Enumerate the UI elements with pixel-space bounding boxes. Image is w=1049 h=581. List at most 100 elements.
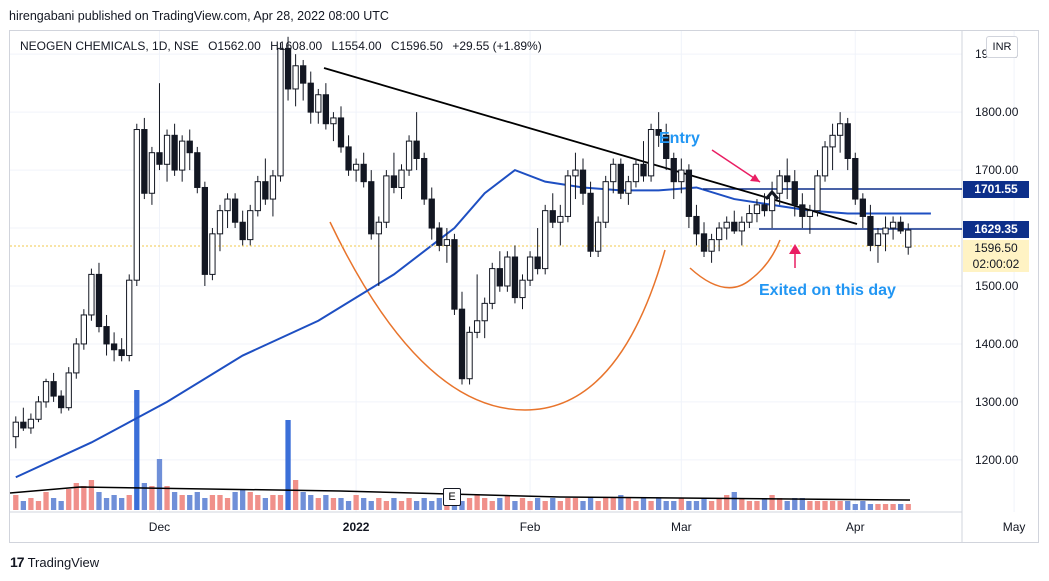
time-axis-label: Feb	[520, 520, 541, 534]
volume-bar	[300, 492, 306, 510]
candle-body	[35, 401, 42, 420]
resistance-price-tag[interactable]: 1701.55	[963, 181, 1029, 198]
volume-bar	[807, 501, 813, 510]
volume-bar	[489, 501, 495, 510]
candle-body	[852, 157, 859, 200]
candle-body	[262, 181, 269, 200]
volume-bar	[625, 498, 632, 510]
volume-bar	[126, 495, 132, 510]
volume-bar	[686, 501, 692, 510]
volume-bar	[572, 498, 579, 510]
volume-bar	[376, 498, 382, 510]
volume-bar	[383, 501, 390, 510]
volume-bar	[678, 498, 684, 510]
candle-body	[201, 186, 209, 275]
volume-bar	[391, 498, 397, 510]
candle-body	[58, 395, 65, 409]
volume-bar	[829, 501, 836, 510]
bar-countdown: 02:00:02	[972, 257, 1020, 271]
volume-bar	[898, 504, 904, 510]
candle-body	[579, 169, 587, 194]
volume-bar	[255, 495, 261, 510]
volume-bar	[784, 501, 790, 510]
candle-body	[12, 421, 19, 438]
candle-body	[814, 175, 821, 212]
breakout-arrow-icon	[764, 189, 780, 200]
volume-bar	[519, 498, 526, 510]
candle-body	[50, 381, 57, 397]
volume-bar	[663, 501, 669, 510]
support-price-tag[interactable]: 1629.35	[963, 221, 1029, 238]
candle-body	[564, 175, 572, 217]
volume-bar	[361, 498, 367, 510]
candle-body	[602, 181, 609, 223]
exit-annotation: Exited on this day	[759, 282, 896, 299]
candle-body	[428, 198, 435, 229]
candle-body	[655, 129, 662, 136]
candle-body	[670, 157, 677, 183]
candle-body	[20, 421, 27, 429]
volume-bar	[867, 504, 874, 510]
candle-body	[867, 215, 874, 246]
candle-body	[610, 163, 617, 183]
volume-bar	[504, 495, 511, 510]
volume-bar	[141, 483, 147, 510]
change-value: +29.55 (+1.89%)	[452, 39, 542, 53]
volume-bar	[224, 498, 231, 510]
volume-bar	[353, 495, 359, 510]
time-axis[interactable]: Dec 2022 Feb Mar Apr May	[149, 520, 1026, 534]
volume-bar	[421, 498, 427, 510]
time-axis-label: May	[1003, 520, 1026, 534]
price-axis-label: 1300.00	[975, 395, 1019, 409]
volume-bar	[655, 498, 662, 510]
candle-body	[526, 256, 534, 281]
candle-body	[821, 146, 829, 177]
candle-body	[398, 169, 405, 188]
chart-frame[interactable]	[9, 30, 1039, 543]
candle-body	[897, 221, 904, 232]
currency-button[interactable]: INR	[986, 36, 1018, 58]
candlesticks	[12, 36, 912, 449]
exit-arrow	[789, 244, 801, 268]
candle-body	[413, 140, 420, 159]
candle-body	[300, 65, 307, 84]
events-button[interactable]: E	[443, 488, 461, 506]
candle-body	[315, 94, 322, 113]
volume-bar	[580, 501, 586, 510]
volume-bar	[618, 495, 624, 510]
volume-bar	[81, 486, 87, 510]
candle-body	[738, 221, 745, 232]
volume-bar	[595, 501, 601, 510]
volume-bar	[512, 501, 518, 510]
volume-bar	[232, 492, 238, 510]
volume-bar	[149, 486, 155, 510]
volume-bar	[398, 501, 405, 510]
candle-body	[625, 181, 632, 194]
volume-bar	[497, 498, 503, 510]
candle-body	[557, 215, 564, 223]
candle-body	[746, 213, 753, 223]
candle-body	[511, 256, 519, 299]
candle-body	[489, 268, 496, 304]
volume-bar	[474, 495, 480, 510]
price-axis-label: 1500.00	[975, 279, 1019, 293]
volume-bar	[285, 420, 291, 510]
volume-bar	[66, 489, 72, 510]
volume-bar	[777, 498, 783, 510]
candle-body	[761, 204, 768, 212]
tradingview-logo-icon: 17	[10, 554, 25, 570]
candle-body	[784, 175, 791, 183]
candle-body	[647, 129, 655, 177]
price-axis[interactable]: 1200.001300.001400.001500.001600.001700.…	[975, 47, 1019, 467]
candle-body	[88, 273, 95, 316]
volume-bar	[277, 495, 284, 510]
candle-body	[27, 418, 35, 429]
candle-body	[133, 129, 140, 281]
tradingview-footer[interactable]: 17 TradingView	[10, 554, 99, 570]
volume-bar	[708, 501, 715, 510]
candle-body	[103, 326, 110, 345]
candle-body	[859, 198, 866, 217]
candle-body	[179, 140, 186, 171]
entry-arrow	[711, 149, 761, 183]
